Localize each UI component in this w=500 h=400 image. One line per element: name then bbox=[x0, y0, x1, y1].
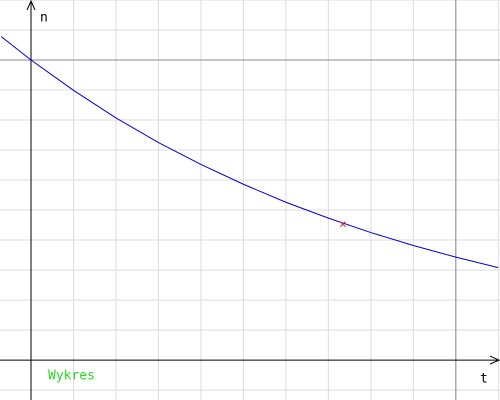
legend-label: Wykres bbox=[48, 369, 95, 384]
point-marker bbox=[339, 221, 346, 228]
curve bbox=[0, 36, 499, 269]
x-axis-label: t bbox=[480, 372, 488, 387]
y-axis-label: n bbox=[40, 11, 48, 26]
